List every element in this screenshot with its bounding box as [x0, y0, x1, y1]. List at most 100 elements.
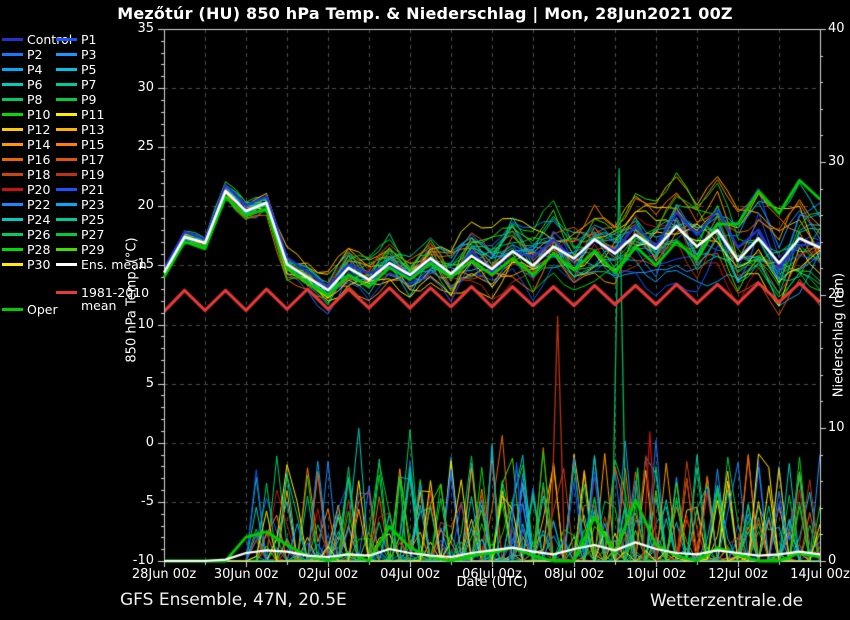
legend-item-p2: P2: [2, 48, 105, 63]
legend-swatch: [2, 158, 23, 161]
legend-label: P7: [81, 77, 97, 92]
legend-label: P27: [81, 227, 105, 242]
legend-swatch: [56, 38, 77, 41]
legend-label: P26: [27, 227, 51, 242]
legend-swatch: [56, 98, 77, 101]
footer-model-info: GFS Ensemble, 47N, 20.5E: [120, 590, 347, 610]
legend-label: P8: [27, 92, 43, 107]
legend-label: P21: [81, 182, 105, 197]
legend-item-p26: P26: [2, 228, 105, 243]
legend-label: P15: [81, 137, 105, 152]
legend-swatch: [56, 158, 77, 161]
legend-item-p5: P5: [56, 63, 159, 78]
legend-item-p25: P25: [56, 213, 159, 228]
legend-swatch: [56, 291, 77, 294]
legend-label: Control: [27, 32, 73, 47]
legend-item-p1: P1: [56, 33, 159, 48]
legend-swatch: [2, 143, 23, 146]
y-tick-label-left: -10: [132, 553, 154, 568]
legend-item-ens-mean: Ens. mean: [56, 258, 159, 273]
x-tick-label: 02Jul 00z: [298, 567, 358, 582]
legend-label: P3: [81, 47, 97, 62]
legend-item-p18: P18: [2, 168, 105, 183]
legend-item-p24: P24: [2, 213, 105, 228]
legend-item-1981-2010-mean: 1981-2010 mean: [56, 286, 159, 312]
legend-swatch: [56, 248, 77, 251]
y-tick-label-left: 35: [137, 21, 154, 36]
x-tick-label: 14Jul 00z: [790, 567, 850, 582]
legend-swatch: [2, 233, 23, 236]
legend-label: 1981-2010 mean: [81, 285, 150, 314]
legend-swatch: [2, 203, 23, 206]
y-tick-label-left: 20: [137, 198, 154, 214]
legend-item-p6: P6: [2, 78, 105, 93]
legend-column-1: Control P2 P4 P6 P8 P10 P12 P14 P16 P18 P20 P22 P24 P…: [2, 33, 105, 316]
y-tick-label-left: 25: [137, 139, 154, 155]
legend-item-p10: P10: [2, 108, 105, 123]
legend-item-p17: P17: [56, 153, 159, 168]
legend-label: P2: [27, 47, 43, 62]
legend-swatch: [56, 128, 77, 131]
legend-item-p16: P16: [2, 153, 105, 168]
legend-label: P13: [81, 122, 105, 137]
legend-item-p23: P23: [56, 198, 159, 213]
y-tick-label-left: -5: [141, 493, 154, 509]
legend-label: P9: [81, 92, 97, 107]
legend-item-p21: P21: [56, 183, 159, 198]
legend-item-p19: P19: [56, 168, 159, 183]
legend-item-p4: P4: [2, 63, 105, 78]
legend-swatch: [2, 248, 23, 251]
legend-swatch: [56, 188, 77, 191]
legend-item-p8: P8: [2, 93, 105, 108]
legend-item-p13: P13: [56, 123, 159, 138]
legend-swatch: [2, 98, 23, 101]
legend-swatch: [56, 203, 77, 206]
legend-item-p14: P14: [2, 138, 105, 153]
legend-swatch: [2, 173, 23, 176]
legend-swatch: [56, 113, 77, 116]
legend-swatch: [56, 263, 77, 266]
page-title: Mezőtúr (HU) 850 hPa Temp. & Niederschla…: [117, 4, 733, 23]
legend-swatch: [2, 38, 23, 41]
legend-item-p29: P29: [56, 243, 159, 258]
legend-label: P10: [27, 107, 51, 122]
date-axis-label: Date (UTC): [456, 575, 528, 590]
legend-label: P12: [27, 122, 51, 137]
x-tick-label: 04Jul 00z: [380, 567, 440, 582]
y-tick-label-left: 15: [137, 257, 154, 273]
legend-label: P24: [27, 212, 51, 227]
legend-swatch: [56, 233, 77, 236]
legend-label: P18: [27, 167, 51, 182]
x-tick-label: 30Jun 00z: [213, 567, 279, 582]
legend-item-p30: P30: [2, 258, 105, 273]
legend-item-p3: P3: [56, 48, 159, 63]
y-tick-label-left: 10: [137, 316, 154, 332]
legend-label: P28: [27, 242, 51, 257]
y-tick-label-right: 10: [828, 420, 845, 435]
legend-label: P16: [27, 152, 51, 167]
legend-item-p27: P27: [56, 228, 159, 243]
legend-swatch: [56, 53, 77, 56]
legend-item-p28: P28: [2, 243, 105, 258]
legend-swatch: [56, 218, 77, 221]
y-tick-label-right: 30: [828, 154, 845, 169]
legend-item-oper: Oper: [2, 303, 105, 316]
legend-label: P25: [81, 212, 105, 227]
legend-column-2: P1 P3 P5 P7 P9 P11 P13 P15 P17 P19 P21 P23 P25 P27 P29…: [56, 33, 159, 312]
legend-label: P20: [27, 182, 51, 197]
legend-item-p11: P11: [56, 108, 159, 123]
legend-label: P5: [81, 62, 97, 77]
y-tick-label-right: 20: [828, 287, 845, 302]
legend-label: P19: [81, 167, 105, 182]
legend-swatch: [56, 143, 77, 146]
legend-label: P4: [27, 62, 43, 77]
y-tick-label-left: 0: [145, 434, 154, 450]
legend-swatch: [2, 308, 23, 311]
legend-label: P6: [27, 77, 43, 92]
legend-swatch: [2, 188, 23, 191]
footer-site-name: Wetterzentrale.de: [650, 591, 804, 611]
y-tick-label-right: 40: [828, 21, 845, 36]
legend-swatch: [2, 68, 23, 71]
legend-label: P11: [81, 107, 105, 122]
